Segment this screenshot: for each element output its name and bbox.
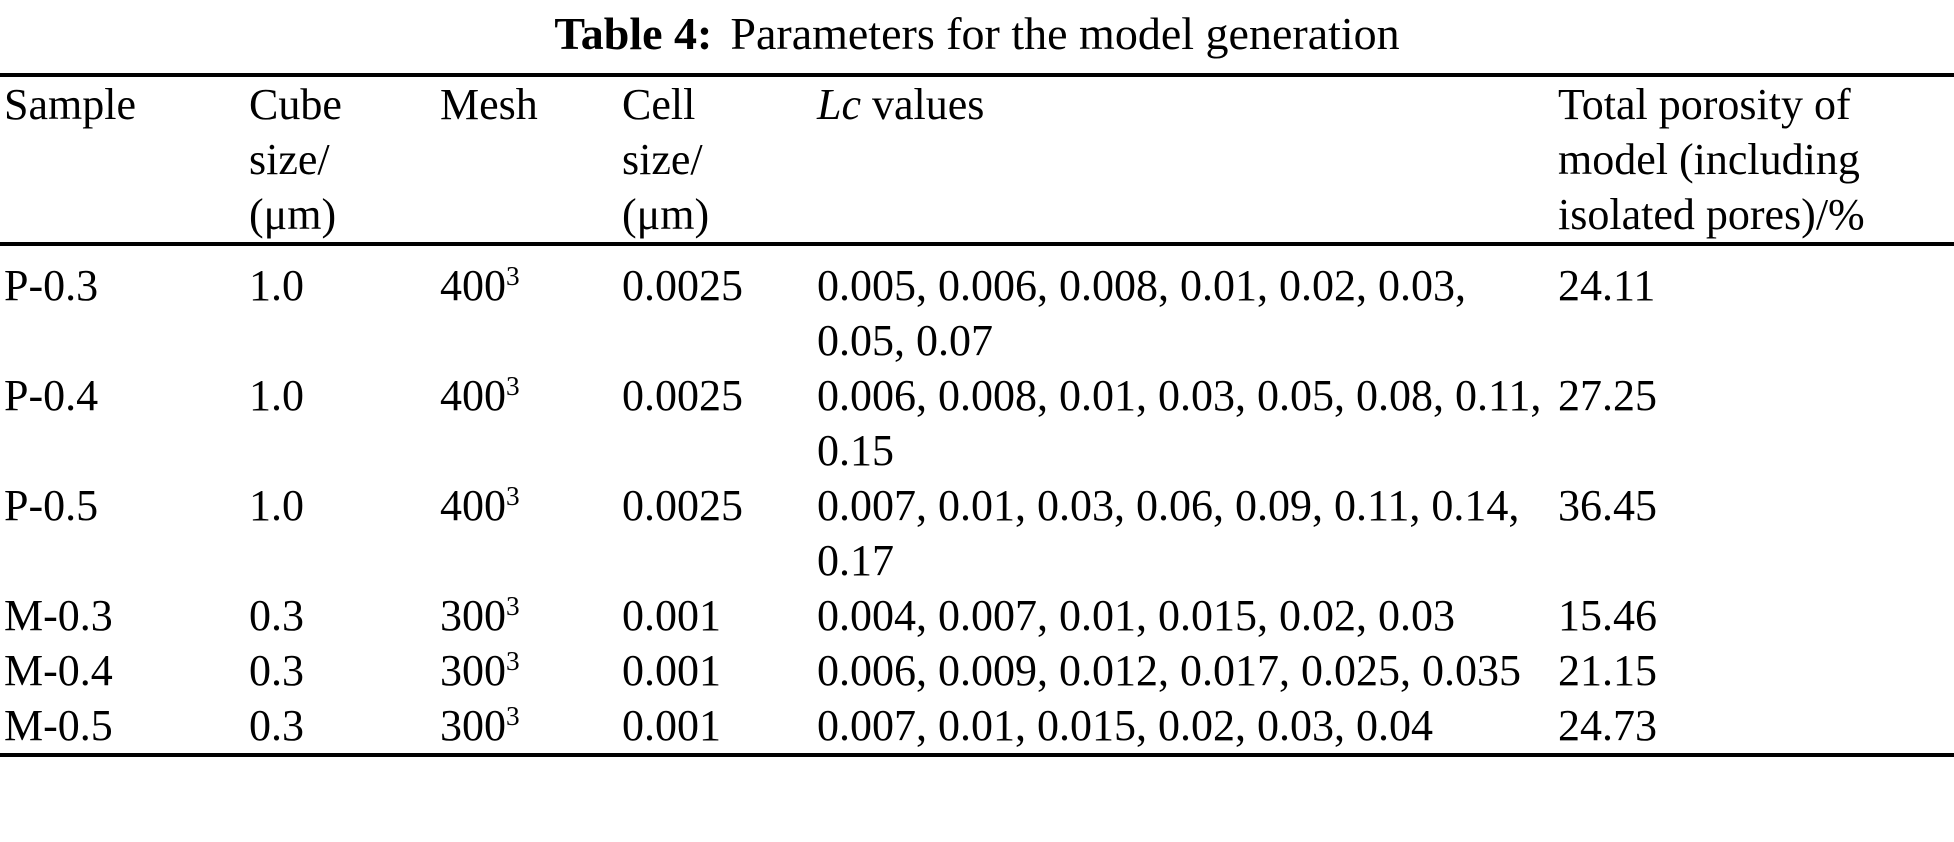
mesh-exponent: 3 xyxy=(506,261,520,291)
cell-lc-values: 0.005, 0.006, 0.008, 0.01, 0.02, 0.03, 0… xyxy=(817,261,1466,365)
cell-mesh: 4003 xyxy=(440,261,520,310)
cell-mesh: 3003 xyxy=(440,701,520,750)
cell-sample: M-0.4 xyxy=(4,646,113,695)
cell-mesh: 3003 xyxy=(440,591,520,640)
cell-lc-values: 0.006, 0.009, 0.012, 0.017, 0.025, 0.035 xyxy=(817,646,1521,695)
cell-porosity: 15.46 xyxy=(1558,591,1657,640)
cell-cube-size: 0.3 xyxy=(249,646,304,695)
cell-sample: M-0.3 xyxy=(4,591,113,640)
mesh-exponent: 3 xyxy=(506,481,520,511)
cell-cube-size: 0.3 xyxy=(249,591,304,640)
cell-cube-size: 1.0 xyxy=(249,261,304,310)
table-row: M-0.4 0.3 3003 0.001 0.006, 0.009, 0.012… xyxy=(0,643,1954,698)
cell-sample: P-0.5 xyxy=(4,481,99,530)
cell-cell-size: 0.001 xyxy=(622,591,721,640)
cell-sample: P-0.3 xyxy=(4,261,99,310)
col-header-cell-size: Cell size/ (μm) xyxy=(618,75,813,246)
cell-lc-values: 0.007, 0.01, 0.015, 0.02, 0.03, 0.04 xyxy=(817,701,1433,750)
parameters-table: Sample Cube size/ (μm) Mesh Cell size/ (… xyxy=(0,73,1954,757)
mesh-exponent: 3 xyxy=(506,371,520,401)
table-caption-label: Table 4: xyxy=(554,8,713,59)
cell-cell-size: 0.001 xyxy=(622,701,721,750)
cell-cell-size: 0.0025 xyxy=(622,481,743,530)
col-header-total-porosity: Total porosity of model (including isola… xyxy=(1554,75,1954,246)
table-row: M-0.3 0.3 3003 0.001 0.004, 0.007, 0.01,… xyxy=(0,588,1954,643)
col-header-cube-size: Cube size/ (μm) xyxy=(245,75,436,246)
cell-porosity: 24.73 xyxy=(1558,701,1657,750)
cell-lc-values: 0.004, 0.007, 0.01, 0.015, 0.02, 0.03 xyxy=(817,591,1455,640)
mesh-exponent: 3 xyxy=(506,591,520,621)
cell-cell-size: 0.0025 xyxy=(622,371,743,420)
table-row: P-0.5 1.0 4003 0.0025 0.007, 0.01, 0.03,… xyxy=(0,478,1954,588)
cell-sample: M-0.5 xyxy=(4,701,113,750)
cell-cube-size: 1.0 xyxy=(249,481,304,530)
cell-cube-size: 0.3 xyxy=(249,701,304,750)
table-row: M-0.5 0.3 3003 0.001 0.007, 0.01, 0.015,… xyxy=(0,698,1954,755)
cell-cell-size: 0.0025 xyxy=(622,261,743,310)
cell-mesh: 3003 xyxy=(440,646,520,695)
cell-porosity: 27.25 xyxy=(1558,371,1657,420)
cell-lc-values: 0.006, 0.008, 0.01, 0.03, 0.05, 0.08, 0.… xyxy=(817,371,1542,475)
cell-mesh: 4003 xyxy=(440,371,520,420)
table-header-row: Sample Cube size/ (μm) Mesh Cell size/ (… xyxy=(0,75,1954,246)
cell-porosity: 36.45 xyxy=(1558,481,1657,530)
table-row: P-0.3 1.0 4003 0.0025 0.005, 0.006, 0.00… xyxy=(0,244,1954,368)
cell-cell-size: 0.001 xyxy=(622,646,721,695)
cell-porosity: 21.15 xyxy=(1558,646,1657,695)
table-caption-text: Parameters for the model generation xyxy=(730,8,1400,59)
mesh-exponent: 3 xyxy=(506,646,520,676)
cell-sample: P-0.4 xyxy=(4,371,99,420)
cell-mesh: 4003 xyxy=(440,481,520,530)
table-row: P-0.4 1.0 4003 0.0025 0.006, 0.008, 0.01… xyxy=(0,368,1954,478)
mesh-exponent: 3 xyxy=(506,701,520,731)
cell-lc-values: 0.007, 0.01, 0.03, 0.06, 0.09, 0.11, 0.1… xyxy=(817,481,1520,585)
table-caption: Table 4: Parameters for the model generat… xyxy=(0,4,1954,64)
col-header-sample: Sample xyxy=(0,75,245,246)
col-header-mesh: Mesh xyxy=(436,75,618,246)
cell-cube-size: 1.0 xyxy=(249,371,304,420)
col-header-lc-values: Lc values xyxy=(813,75,1554,246)
cell-porosity: 24.11 xyxy=(1558,261,1656,310)
